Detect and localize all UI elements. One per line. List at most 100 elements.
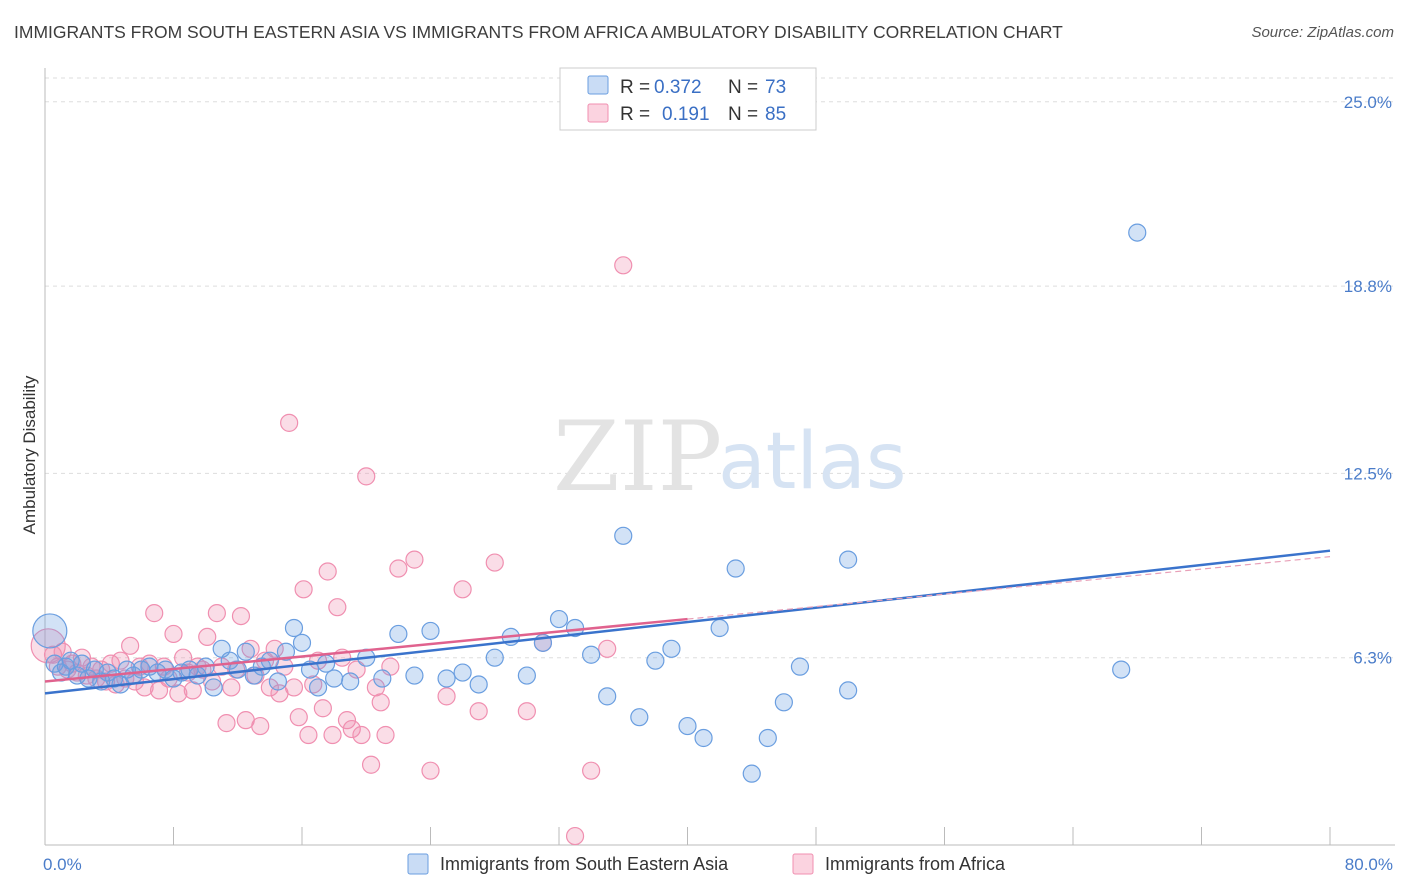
legend-r-label-africa: R = <box>620 104 650 125</box>
africa-point-17 <box>121 636 140 655</box>
africa-point-58 <box>318 562 337 581</box>
asia-point-55 <box>582 645 601 664</box>
series-label-africa: Immigrants from Africa <box>825 854 1006 874</box>
asia-point-62 <box>694 728 713 748</box>
asia-point-51 <box>517 666 536 685</box>
series-legend: Immigrants from South Eastern Asia Immig… <box>407 853 1006 875</box>
asia-point-63 <box>710 618 729 638</box>
legend-n-value-asia: 73 <box>765 77 786 98</box>
asia-point-39 <box>325 669 344 688</box>
africa-point-15 <box>111 651 130 670</box>
trend-line-africa <box>44 617 688 683</box>
asia-point-68 <box>790 657 810 676</box>
asia-point-66 <box>758 728 777 748</box>
africa-point-66 <box>357 467 376 486</box>
africa-point-62 <box>337 711 357 730</box>
series-swatch-asia <box>407 853 429 875</box>
africa-point-57 <box>313 699 332 718</box>
africa-point-50 <box>280 413 299 432</box>
africa-point-38 <box>222 678 241 697</box>
asia-point-57 <box>614 526 633 545</box>
asia-point-43 <box>389 624 408 644</box>
africa-point-70 <box>376 725 395 745</box>
trend-line-asia <box>44 549 1331 695</box>
x-tick-labels: 0.0% 80.0% <box>43 855 1393 874</box>
legend-swatch-africa <box>587 103 609 123</box>
legend-n-label-asia: N = <box>728 77 758 98</box>
series-swatch-africa <box>792 853 814 875</box>
africa-point-35 <box>207 604 226 623</box>
chart-title: IMMIGRANTS FROM SOUTH EASTERN ASIA VS IM… <box>14 22 1063 42</box>
asia-point-56 <box>598 687 617 706</box>
africa-point-52 <box>289 708 308 727</box>
legend-swatch-asia <box>587 75 609 95</box>
correlation-legend: R = 0.372 N = 73 R = 0.191 N = 85 <box>559 67 817 131</box>
africa-point-75 <box>437 687 456 706</box>
trend-line-africa-extension <box>687 556 1331 620</box>
asia-point-28 <box>236 642 255 661</box>
asia-point-48 <box>469 675 488 694</box>
y-tick-label-0: 6.3% <box>1353 649 1392 668</box>
asia-point-46 <box>437 669 456 688</box>
legend-n-label-africa: N = <box>728 104 758 125</box>
asia-point-49 <box>485 648 504 667</box>
africa-point-74 <box>421 761 440 780</box>
africa-point-63 <box>342 719 361 739</box>
africa-point-40 <box>231 606 251 626</box>
africa-point-76 <box>453 580 472 599</box>
asia-point-64 <box>726 559 745 578</box>
asia-point-69 <box>839 550 858 569</box>
africa-point-42 <box>241 639 260 658</box>
africa-point-51 <box>284 678 304 697</box>
asia-point-58 <box>630 708 649 727</box>
africa-point-60 <box>328 598 347 617</box>
africa-point-0 <box>30 628 66 664</box>
africa-point-37 <box>217 714 236 733</box>
watermark-zip: ZIP <box>553 401 722 513</box>
asia-point-44 <box>405 666 424 685</box>
asia-point-72 <box>1112 660 1131 679</box>
asia-point-35 <box>292 633 312 652</box>
africa-point-69 <box>371 693 390 712</box>
source-label: Source: ZipAtlas.com <box>1251 24 1394 41</box>
africa-point-54 <box>299 725 318 745</box>
watermark-atlas: atlas <box>718 417 907 507</box>
africa-point-72 <box>389 559 408 578</box>
y-tick-labels: 6.3% 12.5% 18.8% 25.0% <box>1344 93 1392 668</box>
x-tick-label-0: 0.0% <box>43 855 82 874</box>
africa-point-83 <box>598 639 617 658</box>
legend-r-label-asia: R = <box>620 77 650 98</box>
asia-point-59 <box>646 651 665 670</box>
watermark: ZIP atlas <box>553 401 907 513</box>
asia-point-65 <box>742 764 761 783</box>
africa-point-47 <box>265 639 284 658</box>
y-tick-label-1: 12.5% <box>1344 464 1392 483</box>
data-points <box>30 223 1147 846</box>
africa-point-81 <box>565 826 585 846</box>
asia-point-42 <box>373 669 392 688</box>
trend-lines <box>44 549 1331 695</box>
africa-point-55 <box>304 675 323 694</box>
africa-point-44 <box>251 716 270 736</box>
asia-point-61 <box>678 716 697 736</box>
asia-point-60 <box>662 639 681 658</box>
asia-point-37 <box>308 678 328 697</box>
asia-point-34 <box>284 618 304 638</box>
africa-point-82 <box>582 761 601 780</box>
africa-point-33 <box>198 627 217 646</box>
gridlines <box>45 77 1395 659</box>
asia-point-67 <box>774 693 793 712</box>
asia-point-32 <box>268 672 288 691</box>
africa-point-53 <box>294 580 313 599</box>
africa-point-59 <box>323 725 342 745</box>
asia-point-0 <box>32 613 68 649</box>
axes <box>44 68 1395 846</box>
legend-r-value-asia: 0.372 <box>654 77 702 98</box>
asia-point-45 <box>421 621 440 641</box>
africa-point-22 <box>145 604 164 623</box>
legend-n-value-africa: 85 <box>765 104 786 125</box>
asia-point-24 <box>204 678 223 697</box>
africa-point-73 <box>405 550 424 569</box>
asia-point-33 <box>276 642 296 661</box>
